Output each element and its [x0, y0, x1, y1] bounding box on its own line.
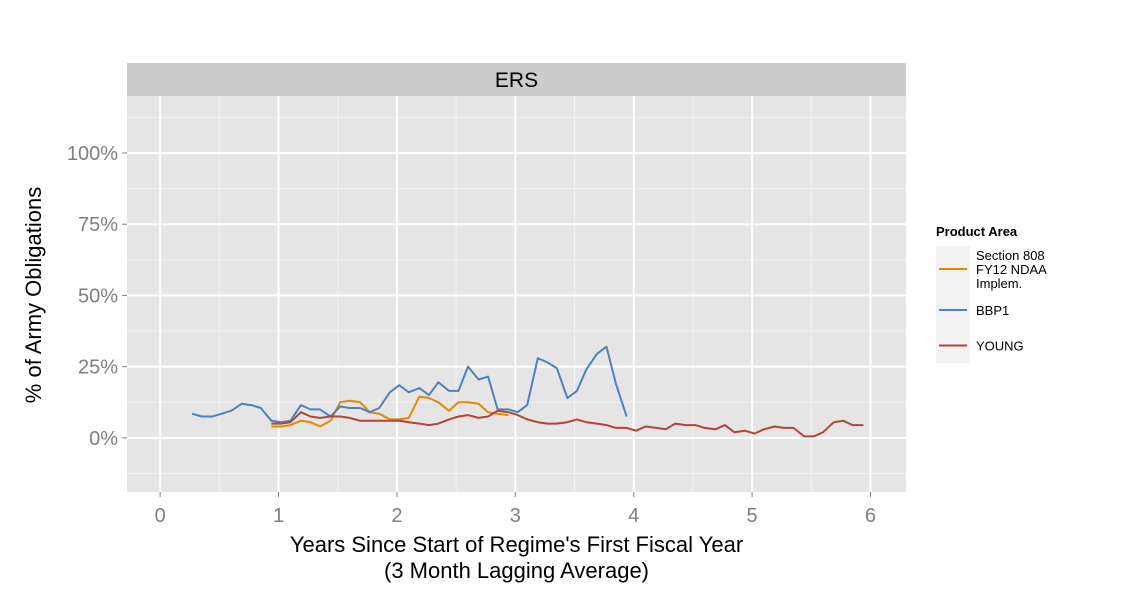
major-gridlines	[127, 96, 906, 492]
y-axis: 0% 25% 50% 75% 100%	[67, 143, 127, 450]
facet-strip: ERS	[127, 63, 906, 96]
series-lines	[191, 345, 864, 438]
x-tick-label: 2	[391, 505, 402, 527]
y-tick-label: 0%	[89, 428, 118, 450]
legend-title: Product Area	[936, 224, 1018, 239]
legend-label: Section 808	[976, 248, 1045, 263]
x-axis-subtitle: (3 Month Lagging Average)	[384, 558, 649, 583]
minor-gridlines	[127, 96, 906, 492]
x-tick-label: 3	[510, 505, 521, 527]
legend-label: Implem.	[976, 276, 1022, 291]
y-tick-label: 25%	[78, 357, 118, 379]
legend-label: YOUNG	[976, 339, 1024, 354]
y-tick-label: 50%	[78, 285, 118, 307]
plot-panel-background	[127, 96, 906, 492]
y-tick-label: 100%	[67, 143, 118, 165]
x-tick-label: 4	[628, 505, 639, 527]
legend-label: FY12 NDAA	[976, 262, 1047, 277]
y-axis-title: % of Army Obligations	[21, 187, 46, 403]
y-tick-label: 75%	[78, 214, 118, 236]
facet-strip-background	[127, 63, 906, 96]
x-tick-label: 0	[155, 505, 166, 527]
x-tick-label: 5	[747, 505, 758, 527]
x-tick-label: 6	[865, 505, 876, 527]
series-line-bbp1	[191, 345, 628, 424]
plot-panel	[127, 96, 906, 492]
x-axis: 0 1 2 3 4 5 6	[155, 492, 876, 527]
series-line-young	[271, 409, 864, 438]
legend-label: BBP1	[976, 303, 1009, 318]
x-axis-title: Years Since Start of Regime's First Fisc…	[290, 532, 743, 557]
x-tick-label: 1	[273, 505, 284, 527]
facet-strip-label: ERS	[495, 69, 538, 92]
series-line-section-808	[271, 395, 509, 428]
